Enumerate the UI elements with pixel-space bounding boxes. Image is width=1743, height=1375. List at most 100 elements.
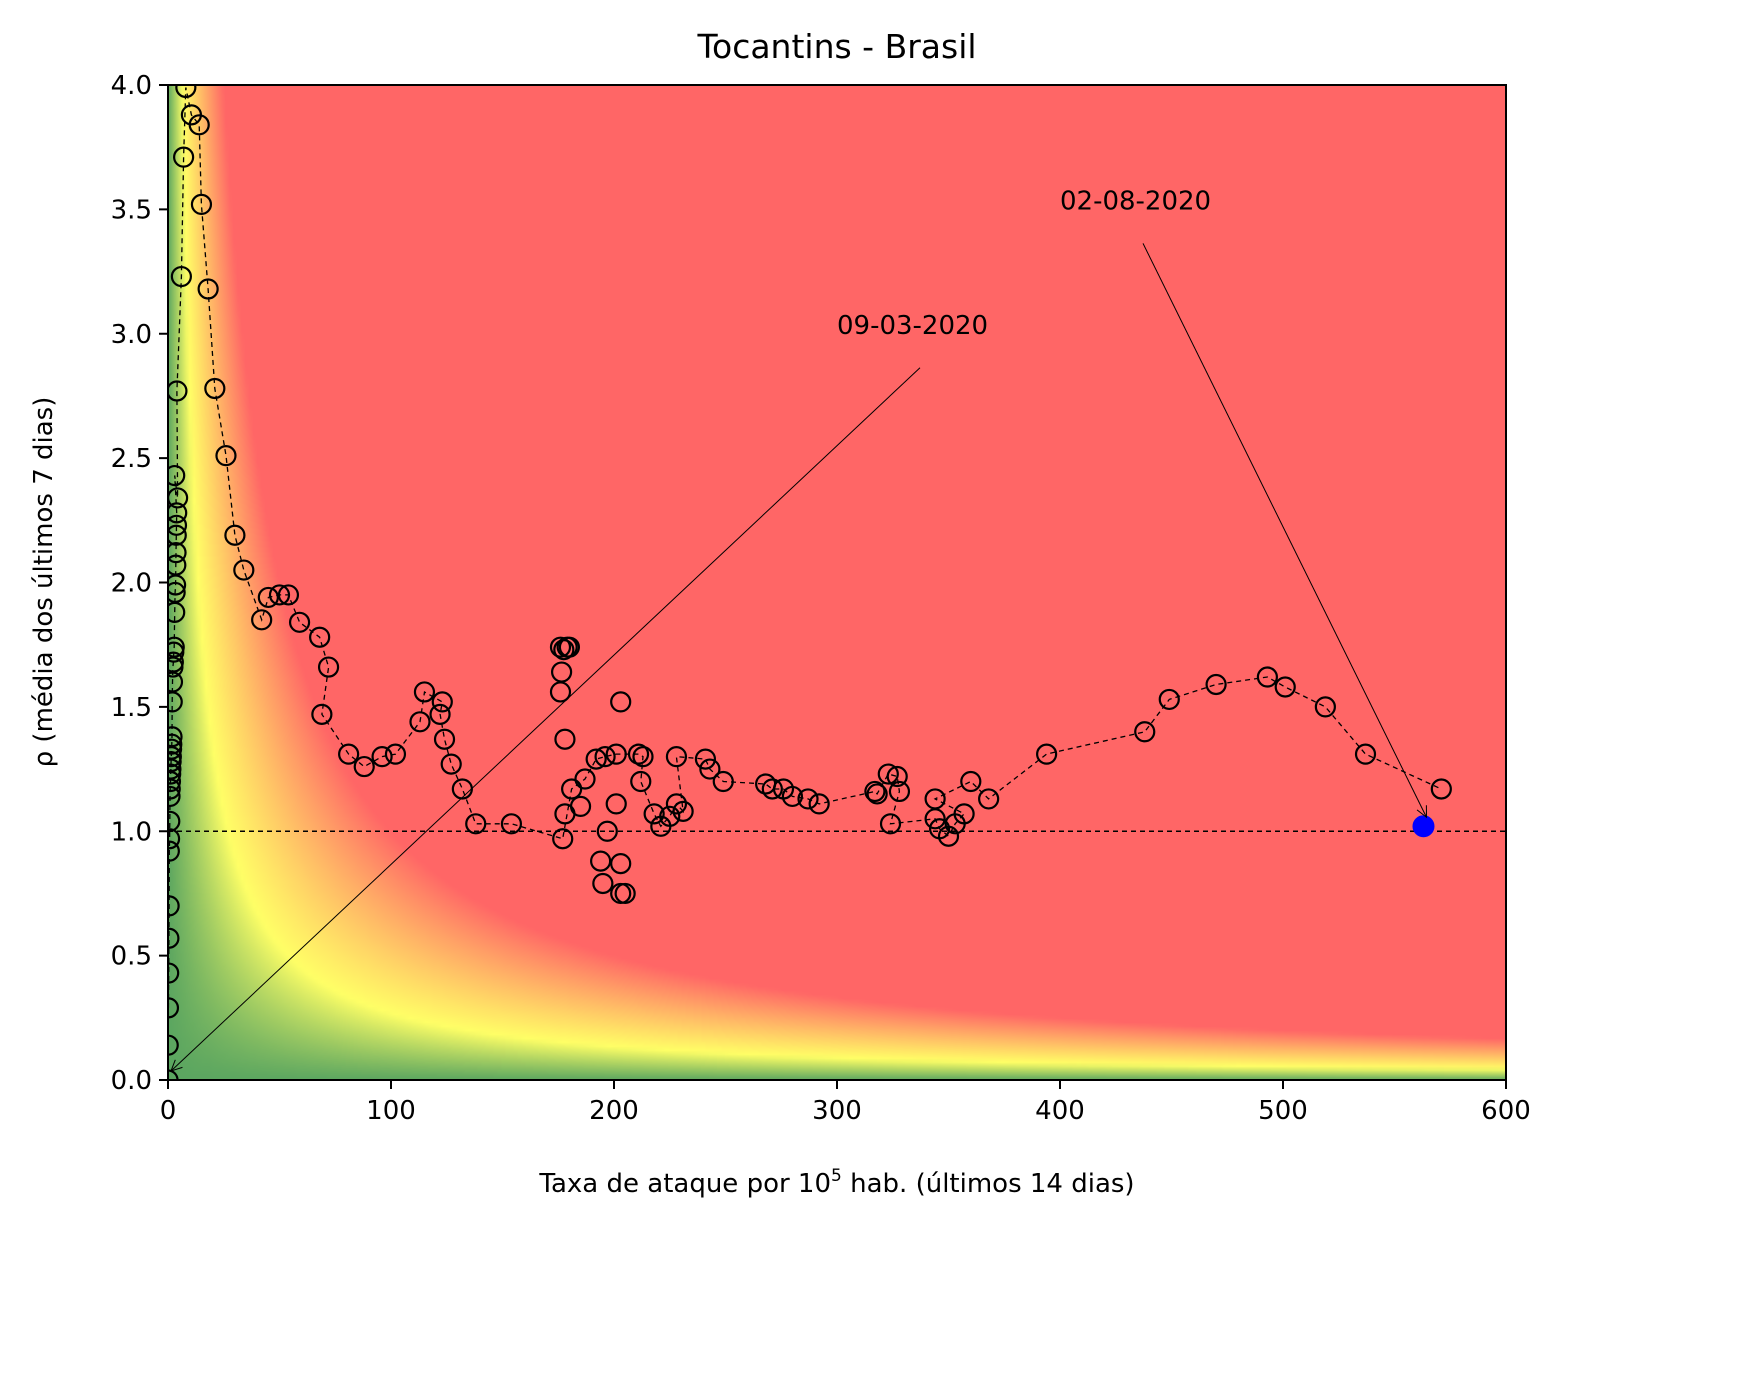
y-tick-label: 2.5 — [111, 444, 152, 474]
data-point — [886, 765, 908, 788]
data-point — [168, 840, 180, 862]
data-point — [500, 813, 523, 835]
x-axis-label-prefix: Taxa de ataque por 10 — [538, 1169, 831, 1199]
data-point — [168, 502, 188, 524]
data-point — [465, 813, 487, 835]
data-point — [338, 743, 360, 765]
data-point — [953, 803, 975, 825]
data-point — [924, 788, 946, 810]
data-point — [170, 265, 192, 288]
data-point — [1205, 673, 1227, 696]
risk-background — [168, 85, 1506, 1080]
data-point — [549, 636, 572, 658]
data-point — [627, 743, 650, 765]
data-point — [590, 850, 612, 872]
x-tick-label: 600 — [1481, 1096, 1531, 1126]
x-tick-label: 0 — [160, 1096, 177, 1126]
data-point — [1430, 778, 1452, 800]
data-point — [384, 743, 407, 765]
data-point — [168, 733, 183, 755]
plot-area — [168, 85, 1506, 1080]
annotation-arrowhead — [1416, 805, 1427, 819]
data-point — [632, 746, 654, 768]
data-point — [215, 445, 237, 467]
data-point — [168, 810, 181, 832]
data-point — [1256, 666, 1278, 688]
data-point — [371, 746, 393, 768]
data-point — [879, 813, 902, 835]
data-point — [440, 753, 462, 775]
data-point — [409, 711, 431, 733]
annotation-arrow — [170, 367, 921, 1072]
data-point — [574, 768, 596, 790]
data-point — [558, 636, 581, 658]
data-point — [960, 770, 982, 793]
data-point — [1274, 676, 1296, 698]
data-point — [978, 788, 1000, 810]
x-tick-label: 400 — [1035, 1096, 1085, 1126]
data-point — [429, 703, 451, 725]
data-point — [605, 793, 627, 815]
data-point — [168, 554, 187, 576]
y-tick-label: 4.0 — [111, 71, 152, 101]
data-point — [353, 755, 375, 778]
data-point — [175, 85, 197, 99]
data-point — [168, 895, 180, 917]
data-point — [288, 611, 311, 633]
x-axis-label-exponent: 5 — [831, 1166, 842, 1186]
data-point — [672, 800, 694, 822]
data-point — [699, 758, 721, 780]
data-point — [168, 726, 183, 748]
annotation-arrow — [1142, 243, 1427, 818]
data-point — [659, 805, 681, 827]
data-point — [808, 793, 830, 815]
y-tick-label: 1.0 — [111, 817, 152, 847]
data-point — [188, 114, 210, 136]
y-axis-label: ρ (média dos últimos 7 dias) — [29, 397, 59, 768]
axes: 0 100 200 300 400 500 600 0.0 0.5 1.0 1.5 2.0 2.5 3.0… — [111, 71, 1531, 1126]
data-point — [614, 882, 636, 905]
data-point — [665, 793, 688, 815]
x-axis-label-suffix: hab. (últimos 14 dias) — [842, 1169, 1135, 1199]
data-point — [168, 524, 187, 546]
x-tick-label: 200 — [589, 1096, 639, 1126]
annotation-label: 09-03-2020 — [837, 311, 988, 341]
data-point — [781, 785, 804, 808]
y-tick-label: 1.5 — [111, 693, 152, 723]
data-point — [549, 681, 572, 703]
data-point — [168, 542, 187, 564]
data-point — [251, 609, 273, 631]
data-point — [173, 146, 195, 168]
data-point — [311, 703, 333, 725]
y-tick-label: 3.5 — [111, 195, 152, 225]
data-point — [413, 681, 436, 703]
annotations: 09-03-2020 02-08-2020 — [170, 186, 1427, 1072]
data-point — [888, 780, 911, 803]
y-tick-label: 0.0 — [111, 1066, 152, 1096]
data-point — [1134, 721, 1156, 743]
data-point — [797, 788, 819, 810]
data-point — [168, 514, 188, 536]
data-point — [864, 780, 886, 803]
data-point — [761, 778, 783, 800]
x-axis-label: Taxa de ataque por 105 hab. (últimos 14 … — [538, 1166, 1134, 1199]
data-point — [643, 803, 665, 825]
x-tick-label: 300 — [812, 1096, 862, 1126]
data-point — [168, 380, 188, 402]
data-point — [596, 820, 618, 842]
data-point — [197, 278, 219, 300]
data-point — [561, 778, 583, 800]
data-point — [257, 586, 279, 609]
data-point — [630, 770, 652, 793]
data-point — [605, 743, 627, 765]
data-point — [569, 795, 592, 817]
data-point — [309, 626, 331, 648]
y-tick-label: 2.0 — [111, 569, 152, 599]
y-tick-label: 3.0 — [111, 320, 152, 350]
data-point — [552, 828, 574, 850]
x-tick-label: 100 — [366, 1096, 416, 1126]
y-tick-label: 0.5 — [111, 942, 152, 972]
data-point — [204, 377, 226, 400]
